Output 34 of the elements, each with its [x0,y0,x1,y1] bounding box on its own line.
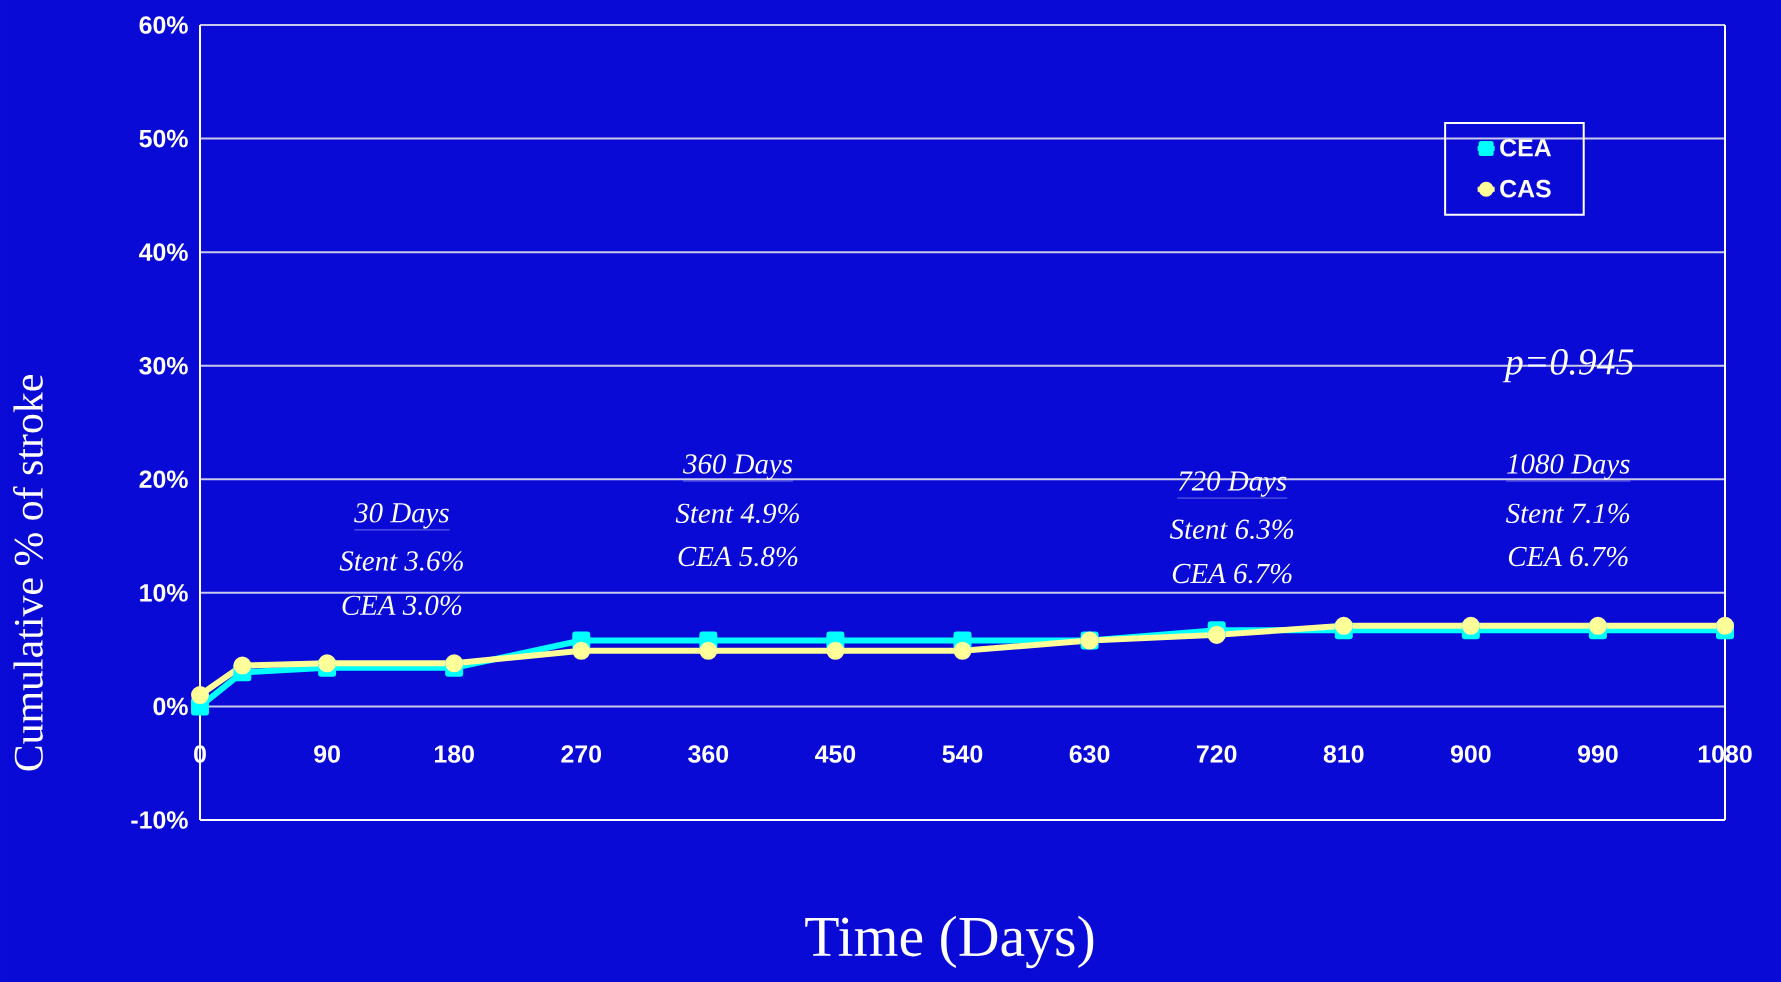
annotation: Stent 4.9% [675,503,799,524]
annotation: CEA 6.7% [1172,563,1292,584]
x-tick-label: 270 [561,745,602,763]
x-tick-label: 180 [434,745,474,763]
y-axis-title: Cumulative % of stroke [12,375,44,771]
annotation: Stent 3.6% [339,551,463,571]
y-tick-label: 40% [139,243,188,261]
annotation: Stent 6.3% [1169,519,1294,540]
annotation: CEA 6.7% [1508,546,1628,567]
x-tick-label: 540 [942,745,983,763]
x-tick-label: 630 [1069,745,1110,763]
y-tick-label: 30% [139,356,188,375]
y-tick-label: -10% [131,811,188,829]
annotation: 30 Days [354,503,449,529]
annotation: CEA 3.0% [342,595,462,616]
legend-label: CAS [1500,179,1551,198]
x-tick-label: 450 [815,745,856,763]
annotation: CEA 5.8% [678,546,798,567]
x-tick-label: 720 [1196,745,1237,763]
x-tick-label: 90 [314,745,340,763]
y-tick-label: 10% [140,584,188,602]
annotation: 1080 Days [1507,454,1630,480]
annotation: Stent 7.1% [1506,503,1630,524]
x-axis-title: Time (Days) [805,915,1094,969]
y-tick-label: 60% [139,16,188,34]
x-tick-label: 900 [1450,745,1491,763]
x-tick-label: 810 [1323,745,1364,763]
y-tick-label: 0% [153,697,188,716]
x-tick-label: 360 [688,745,729,763]
x-tick-label: 990 [1578,745,1618,763]
annotation: 360 Days [682,454,793,480]
y-tick-label: 20% [139,470,188,489]
legend-label: CEA [1500,138,1552,157]
y-tick-label: 50% [139,129,188,148]
